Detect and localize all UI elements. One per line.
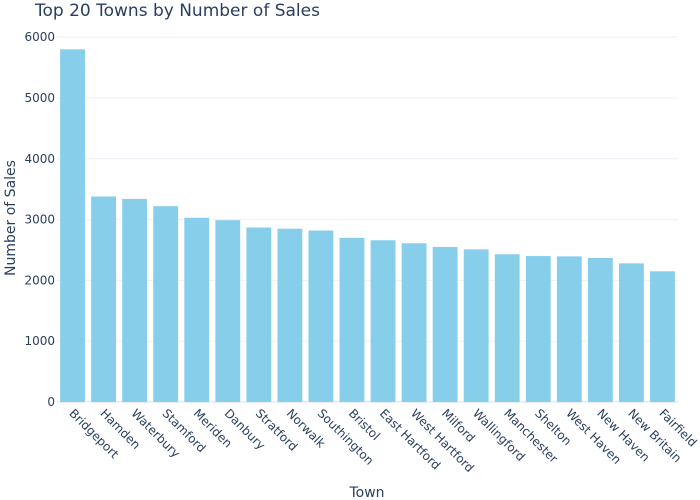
- bar-new-britain[interactable]: [619, 263, 644, 402]
- y-tick-label: 1000: [24, 334, 55, 348]
- bar-bridgeport[interactable]: [60, 49, 85, 403]
- bar-southington[interactable]: [308, 230, 334, 402]
- y-tick-label: 2000: [24, 273, 55, 287]
- y-axis-title: Number of Sales: [3, 160, 19, 276]
- gridlines: [57, 36, 678, 403]
- bars: [60, 49, 675, 403]
- x-axis-ticks: BridgeportHamdenWaterburyStamfordMeriden…: [66, 406, 699, 475]
- bar-east-hartford[interactable]: [370, 240, 396, 402]
- bar-west-hartford[interactable]: [401, 243, 427, 402]
- y-tick-label: 3000: [24, 213, 55, 227]
- bar-west-haven[interactable]: [556, 256, 582, 402]
- y-tick-label: 6000: [24, 30, 55, 44]
- bar-waterbury[interactable]: [122, 198, 148, 402]
- y-tick-label: 4000: [24, 152, 55, 166]
- bar-danbury[interactable]: [215, 220, 241, 402]
- bar-manchester[interactable]: [494, 254, 520, 402]
- bar-stratford[interactable]: [246, 227, 272, 402]
- bar-new-haven[interactable]: [587, 257, 613, 402]
- bar-milford[interactable]: [432, 246, 458, 402]
- bar-wallingford[interactable]: [463, 249, 489, 402]
- y-axis-ticks: 0 1000 2000 3000 4000 5000 6000: [24, 30, 55, 409]
- bar-stamford[interactable]: [153, 206, 179, 402]
- bar-meriden[interactable]: [184, 217, 210, 402]
- bar-hamden[interactable]: [91, 196, 116, 402]
- y-tick-label: 0: [47, 395, 55, 409]
- y-tick-label: 5000: [24, 91, 55, 105]
- bar-fairfield[interactable]: [650, 271, 675, 402]
- bar-shelton[interactable]: [525, 256, 551, 402]
- bar-bristol[interactable]: [339, 237, 365, 402]
- chart-title: Top 20 Towns by Number of Sales: [34, 1, 320, 21]
- bar-norwalk[interactable]: [277, 228, 303, 402]
- x-axis-title: Town: [348, 485, 384, 500]
